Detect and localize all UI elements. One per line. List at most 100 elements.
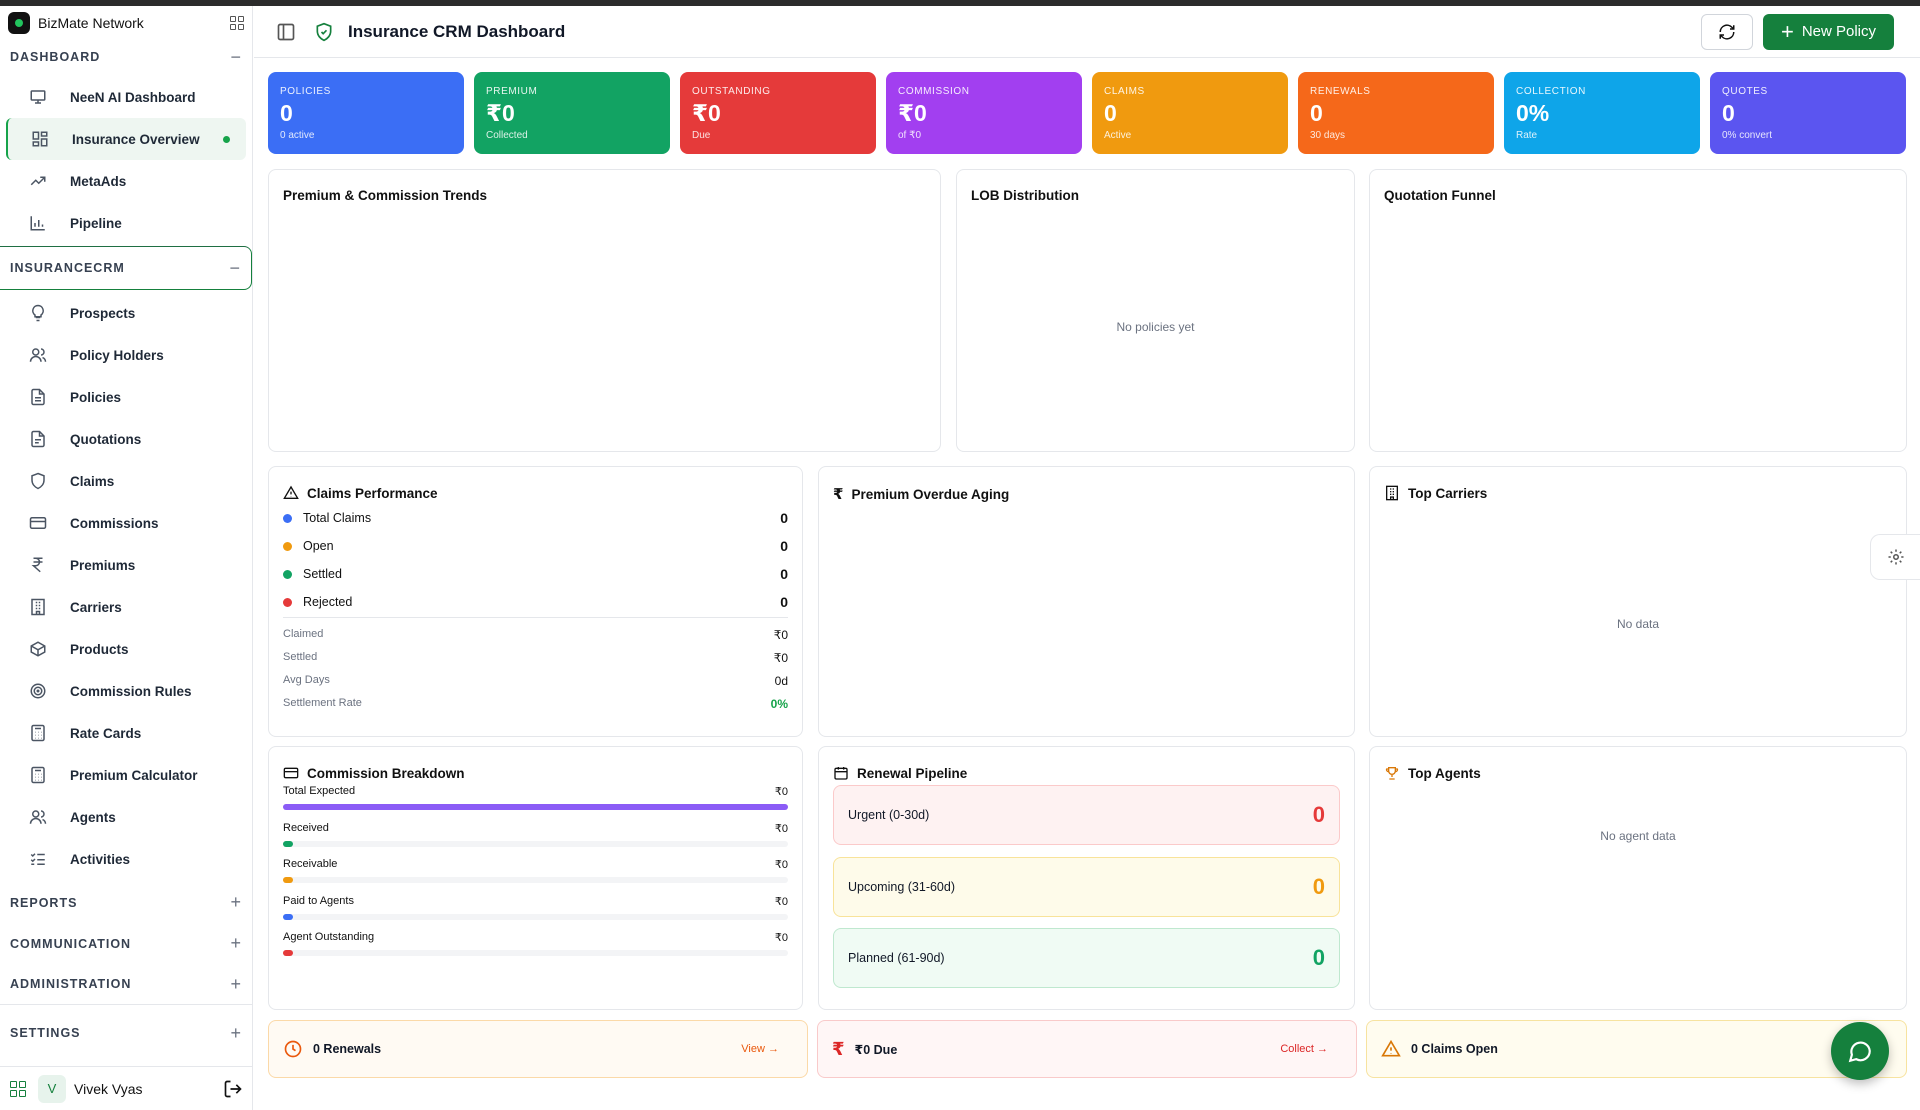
claims-row-value: 0: [780, 594, 788, 610]
divider: [283, 617, 788, 618]
sidebar-item-pipeline[interactable]: Pipeline: [6, 202, 246, 244]
sidebar-item-label: Products: [70, 641, 129, 657]
sidebar-item-quotations[interactable]: Quotations: [6, 418, 246, 460]
view-link[interactable]: View →: [741, 1043, 779, 1055]
apps-grid-icon[interactable]: [10, 1080, 26, 1097]
section-label: SETTINGS: [10, 1026, 81, 1040]
sidebar-item-policy-holders[interactable]: Policy Holders: [6, 334, 246, 376]
avatar[interactable]: V: [38, 1074, 66, 1103]
new-policy-button[interactable]: + New Policy: [1762, 13, 1894, 50]
progress-bar: [283, 950, 788, 956]
sidebar-item-policies[interactable]: Policies: [6, 376, 246, 418]
claims-stat-row: Settlement Rate 0%: [283, 697, 788, 711]
claims-row: Settled 0: [283, 566, 788, 582]
expand-icon[interactable]: +: [230, 892, 242, 912]
apps-grid-icon[interactable]: [230, 16, 244, 30]
insurance-menu: Prospects Policy Holders Policies Quotation…: [0, 292, 252, 880]
kpi-claims[interactable]: CLAIMS 0 Active: [1092, 72, 1288, 154]
progress-fill: [283, 840, 293, 847]
section-reports[interactable]: REPORTS +: [0, 882, 252, 923]
sidebar-item-commission-rules[interactable]: Commission Rules: [6, 670, 246, 712]
empty-state: No data: [1616, 617, 1660, 631]
section-insurancecrm[interactable]: INSURANCECRM −: [0, 246, 252, 290]
card-title: Top Carriers: [1408, 485, 1488, 501]
kpi-premium[interactable]: PREMIUM ₹0 Collected: [474, 72, 670, 154]
sidebar-item-neen-ai-dashboard[interactable]: NeeN AI Dashboard: [6, 76, 246, 118]
renewals-alert[interactable]: 0 Renewals View →: [268, 1020, 808, 1078]
lightbulb-icon: [28, 303, 48, 323]
kpi-quotes[interactable]: QUOTES 0 0% convert: [1710, 72, 1906, 154]
claims-open-alert[interactable]: 0 Claims Open R: [1366, 1020, 1907, 1078]
expand-icon[interactable]: +: [230, 933, 242, 953]
sidebar-item-rate-cards[interactable]: Rate Cards: [6, 712, 246, 754]
card-title: Top Agents: [1408, 765, 1481, 781]
building-icon: [1384, 485, 1400, 501]
premium-trends-card: Premium & Commission Trends: [268, 169, 941, 452]
expand-icon[interactable]: +: [230, 1022, 242, 1043]
kpi-commission[interactable]: COMMISSION ₹0 of ₹0: [886, 72, 1082, 154]
quotation-funnel-card: Quotation Funnel: [1369, 169, 1907, 452]
sidebar-item-products[interactable]: Products: [6, 628, 246, 670]
card-title: Quotation Funnel: [1384, 188, 1496, 203]
top-agents-card: Top Agents No agent data: [1369, 746, 1907, 1010]
sidebar-item-premiums[interactable]: Premiums: [6, 544, 246, 586]
sidebar-item-premium-calculator[interactable]: Premium Calculator: [6, 754, 246, 796]
sidebar-item-insurance-overview[interactable]: Insurance Overview: [6, 118, 246, 160]
logout-icon[interactable]: [223, 1079, 243, 1099]
section-administration[interactable]: ADMINISTRATION +: [0, 964, 252, 1005]
renewal-bucket[interactable]: Urgent (0-30d) 0: [833, 785, 1340, 845]
rupee-icon: ₹: [832, 1038, 845, 1059]
commission-row: Total Expected ₹0: [283, 785, 788, 810]
sidebar-item-agents[interactable]: Agents: [6, 796, 246, 838]
due-alert[interactable]: ₹ ₹0 Due Collect →: [817, 1020, 1357, 1078]
collect-link[interactable]: Collect →: [1280, 1043, 1328, 1055]
kpi-policies[interactable]: POLICIES 0 0 active: [268, 72, 464, 154]
rupee-icon: [28, 555, 48, 575]
sidebar-item-metaads[interactable]: MetaAds: [6, 160, 246, 202]
layout-grid-icon: [30, 129, 50, 149]
kpi-row: POLICIES 0 0 active PREMIUM ₹0 Collected OUTST…: [268, 72, 1906, 154]
refresh-button[interactable]: [1700, 13, 1753, 50]
card-title-wrap: Renewal Pipeline: [833, 765, 967, 781]
trending-up-icon: [28, 171, 48, 191]
section-communication[interactable]: COMMUNICATION +: [0, 923, 252, 964]
commission-value: ₹0: [774, 786, 788, 798]
kpi-label: RENEWALS: [1310, 86, 1371, 97]
progress-fill: [283, 913, 293, 920]
alert-triangle-icon: [283, 485, 299, 501]
status-dot: [283, 541, 292, 551]
sidebar-item-prospects[interactable]: Prospects: [6, 292, 246, 334]
commission-label: Receivable: [283, 858, 338, 870]
kpi-value: 0: [1310, 100, 1323, 126]
sidebar-toggle-icon[interactable]: [276, 22, 296, 42]
collapse-icon[interactable]: −: [230, 46, 242, 67]
commission-row: Paid to Agents ₹0: [283, 895, 788, 920]
brand[interactable]: BizMate Network: [0, 6, 252, 40]
sidebar-item-label: MetaAds: [70, 173, 127, 189]
sidebar-item-claims[interactable]: Claims: [6, 460, 246, 502]
section-settings[interactable]: SETTINGS +: [0, 1005, 252, 1061]
kpi-collection[interactable]: COLLECTION 0% Rate: [1504, 72, 1700, 154]
progress-bar: [283, 913, 788, 920]
sidebar-item-carriers[interactable]: Carriers: [6, 586, 246, 628]
commission-label: Agent Outstanding: [283, 931, 375, 943]
settings-panel-button[interactable]: [1870, 534, 1920, 580]
renewal-bucket[interactable]: Planned (61-90d) 0: [833, 928, 1340, 988]
chat-button[interactable]: [1831, 1022, 1889, 1080]
status-dot: [283, 597, 292, 607]
sidebar-item-commissions[interactable]: Commissions: [6, 502, 246, 544]
renewal-bucket[interactable]: Upcoming (31-60d) 0: [833, 856, 1340, 917]
new-policy-label: New Policy: [1801, 23, 1876, 40]
sidebar-item-activities[interactable]: Activities: [6, 838, 246, 880]
shield-icon: [28, 471, 48, 491]
collapse-icon[interactable]: −: [229, 257, 241, 278]
commission-value: ₹0: [774, 895, 788, 908]
expand-icon[interactable]: +: [230, 973, 242, 994]
commission-label: Received: [283, 821, 329, 834]
kpi-renewals[interactable]: RENEWALS 0 30 days: [1298, 72, 1494, 154]
section-dashboard[interactable]: DASHBOARD −: [0, 40, 252, 74]
sidebar-item-label: Prospects: [70, 305, 136, 321]
kpi-subtext: 0 active: [280, 130, 315, 141]
kpi-outstanding[interactable]: OUTSTANDING ₹0 Due: [680, 72, 876, 154]
section-label: ADMINISTRATION: [10, 977, 132, 991]
